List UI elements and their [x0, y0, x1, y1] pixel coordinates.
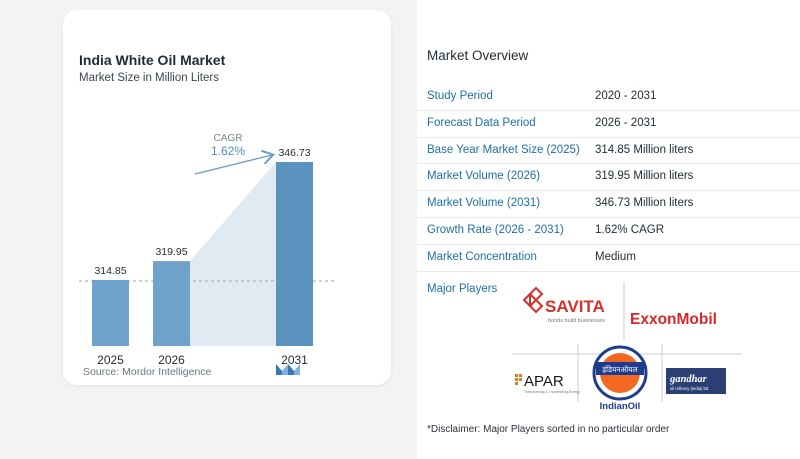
row-value: Medium	[595, 250, 636, 263]
bar-2031	[276, 162, 313, 346]
chart-title: India White Oil Market	[79, 52, 226, 68]
row-label: Market Volume (2026)	[427, 170, 541, 183]
chart-card: India White Oil Market Market Size in Mi…	[63, 10, 391, 385]
apar-logo: APAR Transforming & Transmitting Energy	[515, 373, 580, 394]
row-value: 2020 - 2031	[595, 90, 657, 102]
disclaimer-text: *Disclaimer: Major Players sorted in no …	[427, 424, 670, 435]
growth-area	[190, 162, 276, 346]
table-row: Study Period 2020 - 2031	[417, 84, 800, 111]
table-row: Market Concentration Medium	[417, 245, 800, 272]
major-players-label: Major Players	[427, 283, 498, 295]
table-row: Base Year Market Size (2025) 314.85 Milli…	[417, 138, 800, 165]
x-tick-label: 2025	[97, 353, 124, 367]
row-value: 314.85 Million liters	[595, 143, 694, 156]
cagr-arrow	[194, 155, 272, 175]
table-row: Market Volume (2026) 319.95 Million liter…	[417, 164, 800, 192]
bar-2025	[92, 279, 129, 346]
table-row: Growth Rate (2026 - 2031) 1.62% CAGR	[417, 218, 800, 245]
row-value: 1.62% CAGR	[595, 223, 665, 236]
savita-tagline: bonds build businesses	[548, 318, 605, 324]
indianoil-logo-text: IndianOil	[600, 401, 641, 412]
row-label: Forecast Data Period	[427, 116, 536, 129]
row-label: Base Year Market Size (2025)	[427, 143, 580, 156]
bar-value-label: 346.73	[278, 147, 310, 159]
apar-logo-text: APAR	[524, 373, 564, 390]
row-value: 346.73 Million liters	[595, 197, 694, 210]
indianoil-hindi-text: इंडियनऑयल	[602, 365, 638, 374]
bar-value-label: 319.95	[155, 246, 187, 258]
x-tick-label: 2026	[158, 353, 185, 367]
bar-chart: 314.85 2025 319.95 2026 346.73 2031 CAGR 1.62…	[79, 133, 335, 367]
gandhar-tagline: oil refinery (India) ltd.	[670, 386, 709, 391]
gandhar-logo: gandhar oil refinery (India) ltd.	[666, 368, 726, 394]
overview-table: Study Period 2020 - 2031 Forecast Data Pe…	[417, 84, 800, 272]
savita-logo-text: SAVITA	[545, 297, 605, 316]
x-tick-label: 2031	[281, 353, 308, 367]
bar-2026	[153, 261, 190, 346]
row-value: 319.95 Million liters	[595, 170, 694, 183]
cagr-value: 1.62%	[211, 144, 245, 158]
cagr-label: CAGR	[214, 133, 243, 144]
row-label: Market Concentration	[427, 250, 537, 263]
chart-subtitle: Market Size in Million Liters	[79, 72, 219, 84]
apar-tagline: Transforming & Transmitting Energy	[524, 390, 580, 394]
exxonmobil-logo: ExxonMobil	[630, 311, 717, 328]
market-overview-panel: Market Overview Study Period 2020 - 2031 …	[417, 0, 800, 459]
row-label: Study Period	[427, 90, 493, 102]
savita-logo: SAVITA bonds build businesses	[522, 286, 605, 324]
table-row: Forecast Data Period 2026 - 2031	[417, 111, 800, 138]
gandhar-logo-text: gandhar	[669, 374, 708, 385]
row-label: Market Volume (2031)	[427, 197, 541, 210]
major-players-logos: SAVITA bonds build businesses ExxonMobil…	[512, 282, 742, 412]
source-text: Source: Mordor Intelligence	[83, 366, 212, 378]
overview-title: Market Overview	[427, 48, 529, 63]
bar-value-label: 314.85	[94, 265, 126, 277]
indianoil-logo: इंडियनऑयल IndianOil	[592, 345, 648, 412]
mordor-intelligence-logo-icon	[276, 364, 300, 375]
row-label: Growth Rate (2026 - 2031)	[427, 223, 564, 236]
table-row: Market Volume (2031) 346.73 Million liter…	[417, 191, 800, 218]
row-value: 2026 - 2031	[595, 116, 657, 129]
